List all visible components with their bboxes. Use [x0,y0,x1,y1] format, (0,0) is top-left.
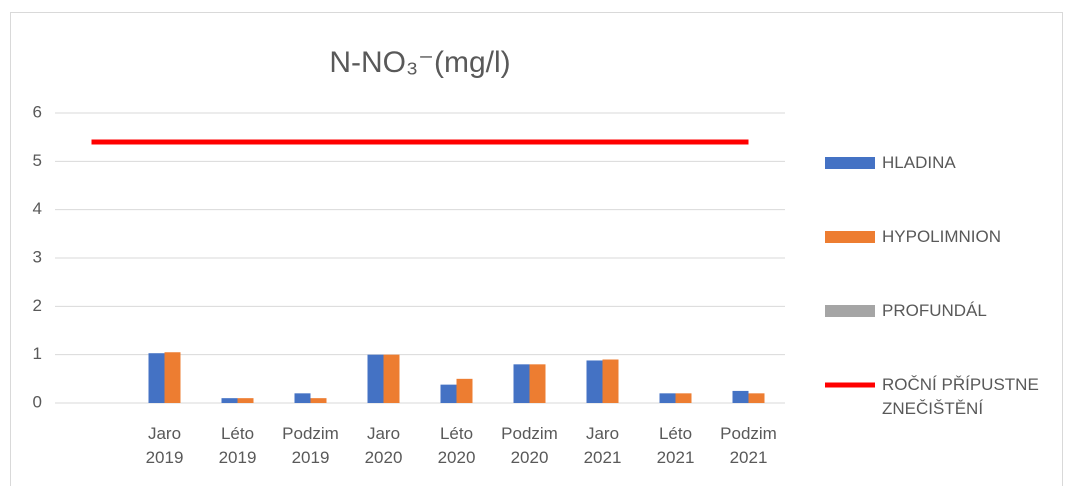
x-tick-label: Podzim 2021 [720,424,777,467]
bar [148,353,165,403]
bar [221,398,238,403]
y-tick-label: 3 [33,247,42,266]
legend-swatch [825,231,875,243]
bar [164,352,181,403]
x-tick-label: Léto 2019 [218,424,257,467]
x-tick-label: Jaro 2020 [364,424,403,467]
frame [10,12,1063,486]
y-tick-label: 0 [33,392,42,411]
x-tick-label: Podzim 2019 [282,424,339,467]
bar [748,393,765,403]
legend-label: HYPOLIMNION [882,227,1002,246]
bar [367,354,384,403]
legend-label: HLADINA [882,153,956,172]
y-tick-label: 4 [33,199,42,218]
bar [310,398,327,403]
bar [732,390,749,403]
bar [294,393,311,403]
bar [440,384,457,403]
bar [586,360,603,403]
chart-title: N-NO₃⁻(mg/l) [329,46,510,79]
legend-swatch [825,157,875,169]
legend-label: ROČNÍ PŘÍPUSTNE ZNEČIŠTĚNÍ [882,375,1039,418]
x-tick-label: Podzim 2020 [501,424,558,467]
y-tick-label: 1 [33,344,42,363]
x-tick-label: Léto 2021 [656,424,695,467]
legend-label: PROFUNDÁL [882,301,987,320]
x-tick-label: Léto 2020 [437,424,476,467]
x-tick-label: Jaro 2019 [145,424,184,467]
bar [659,393,676,403]
bar [456,378,473,403]
y-tick-label: 6 [33,102,42,121]
bar [529,364,546,403]
bar [237,398,254,403]
bar [383,354,400,403]
bar [675,393,692,403]
y-tick-label: 5 [33,151,42,170]
x-tick-label: Jaro 2021 [583,424,622,467]
bar [513,364,530,403]
bar [602,359,619,403]
y-tick-label: 2 [33,296,42,315]
legend-swatch [825,305,875,317]
